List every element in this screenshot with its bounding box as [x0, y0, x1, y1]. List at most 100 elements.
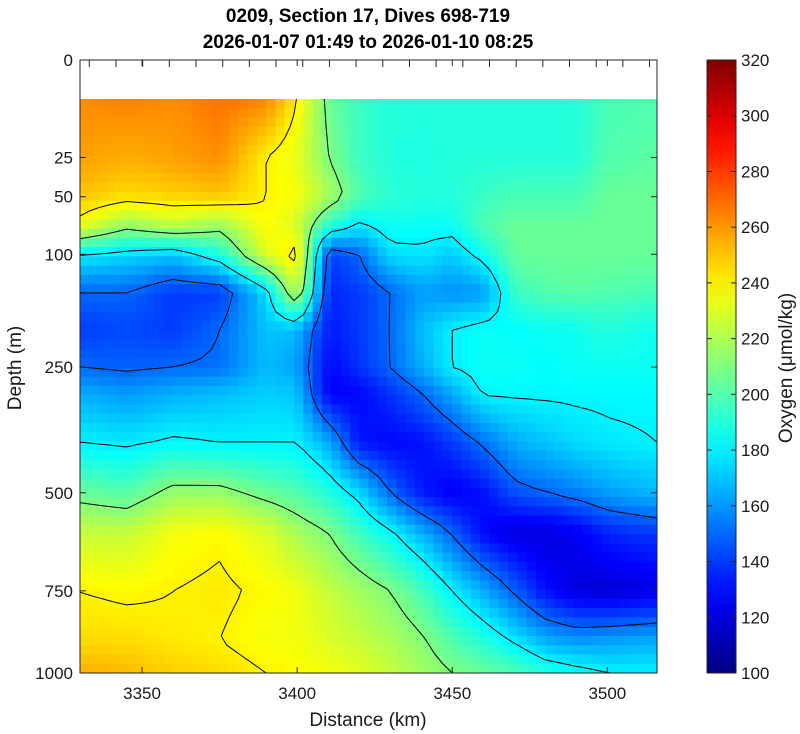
heatmap-cell	[526, 376, 537, 387]
heatmap-cell	[219, 173, 230, 183]
heatmap-cell	[601, 191, 612, 202]
heatmap-cell	[98, 293, 109, 304]
heatmap-cell	[629, 561, 639, 572]
heatmap-cell	[228, 654, 239, 665]
heatmap-cell	[80, 348, 90, 359]
heatmap-cell	[173, 376, 183, 387]
heatmap-cell	[126, 265, 137, 276]
heatmap-cell	[145, 487, 156, 498]
heatmap-cell	[536, 617, 546, 628]
heatmap-cell	[331, 654, 342, 665]
heatmap-cell	[107, 441, 118, 452]
heatmap-cell	[610, 487, 621, 498]
heatmap-cell	[228, 450, 239, 461]
heatmap-cell	[461, 265, 472, 276]
heatmap-cell	[191, 543, 202, 554]
heatmap-cell	[312, 478, 323, 489]
heatmap-cell	[610, 145, 621, 156]
heatmap-cell	[526, 247, 537, 257]
heatmap-cell	[200, 432, 211, 443]
heatmap-cell	[377, 441, 388, 452]
heatmap-cell	[117, 330, 128, 341]
heatmap-cell	[182, 256, 193, 267]
heatmap-cell	[191, 460, 202, 470]
heatmap-cell	[536, 571, 546, 582]
heatmap-cell	[638, 302, 649, 313]
heatmap-cell	[340, 108, 351, 119]
heatmap-cell	[312, 589, 323, 600]
heatmap-cell	[629, 423, 639, 433]
heatmap-cell	[424, 284, 435, 295]
heatmap-cell	[601, 145, 612, 156]
heatmap-cell	[582, 376, 593, 387]
heatmap-cell	[303, 163, 314, 174]
heatmap-cell	[275, 487, 286, 498]
heatmap-cell	[554, 385, 565, 396]
heatmap-cell	[396, 423, 407, 433]
heatmap-cell	[563, 645, 574, 656]
heatmap-cell	[433, 358, 444, 369]
heatmap-cell	[442, 145, 453, 156]
heatmap-cell	[247, 580, 258, 591]
heatmap-cell	[200, 358, 211, 369]
heatmap-cell	[98, 200, 109, 211]
heatmap-cell	[415, 247, 425, 257]
heatmap-cell	[135, 182, 146, 193]
heatmap-cell	[573, 580, 584, 591]
heatmap-cell	[536, 524, 546, 535]
heatmap-cell	[154, 395, 165, 406]
heatmap-cell	[498, 589, 509, 600]
heatmap-cell	[80, 469, 90, 480]
heatmap-cell	[582, 608, 593, 619]
heatmap-cell	[117, 358, 128, 369]
heatmap-cell	[182, 154, 193, 165]
heatmap-cell	[117, 367, 128, 378]
heatmap-cell	[219, 191, 230, 202]
heatmap-cell	[526, 265, 537, 276]
heatmap-cell	[405, 274, 416, 285]
heatmap-cell	[442, 487, 453, 498]
heatmap-cell	[601, 423, 612, 433]
heatmap-cell	[117, 626, 128, 637]
heatmap-cell	[461, 274, 472, 285]
heatmap-cell	[517, 173, 528, 183]
heatmap-cell	[275, 367, 286, 378]
heatmap-cell	[331, 200, 342, 211]
heatmap-cell	[228, 163, 239, 174]
heatmap-cell	[480, 284, 491, 295]
heatmap-cell	[117, 404, 128, 415]
heatmap-cell	[219, 487, 230, 498]
heatmap-cell	[368, 108, 379, 119]
heatmap-cell	[582, 117, 593, 128]
heatmap-cell	[554, 182, 565, 193]
heatmap-cell	[275, 284, 286, 295]
heatmap-cell	[359, 330, 370, 341]
heatmap-cell	[321, 219, 332, 230]
heatmap-cell	[210, 654, 221, 665]
heatmap-cell	[619, 404, 630, 415]
heatmap-cell	[368, 330, 379, 341]
heatmap-cell	[163, 210, 174, 220]
heatmap-cell	[424, 182, 435, 193]
heatmap-cell	[647, 284, 657, 295]
heatmap-cell	[107, 552, 118, 563]
heatmap-cell	[98, 515, 109, 526]
heatmap-cell	[200, 237, 211, 248]
heatmap-cell	[163, 413, 174, 424]
heatmap-cell	[256, 219, 267, 230]
heatmap-cell	[452, 311, 463, 322]
heatmap-cell	[470, 293, 481, 304]
heatmap-cell	[359, 348, 370, 359]
heatmap-cell	[200, 515, 211, 526]
heatmap-cell	[303, 191, 314, 202]
heatmap-cell	[359, 626, 370, 637]
heatmap-cell	[107, 395, 118, 406]
heatmap-cell	[517, 543, 528, 554]
heatmap-cell	[294, 663, 304, 673]
heatmap-cell	[321, 413, 332, 424]
heatmap-cell	[135, 626, 146, 637]
heatmap-cell	[508, 663, 519, 673]
heatmap-cell	[387, 617, 398, 628]
heatmap-cell	[321, 506, 332, 517]
heatmap-cell	[294, 580, 304, 591]
